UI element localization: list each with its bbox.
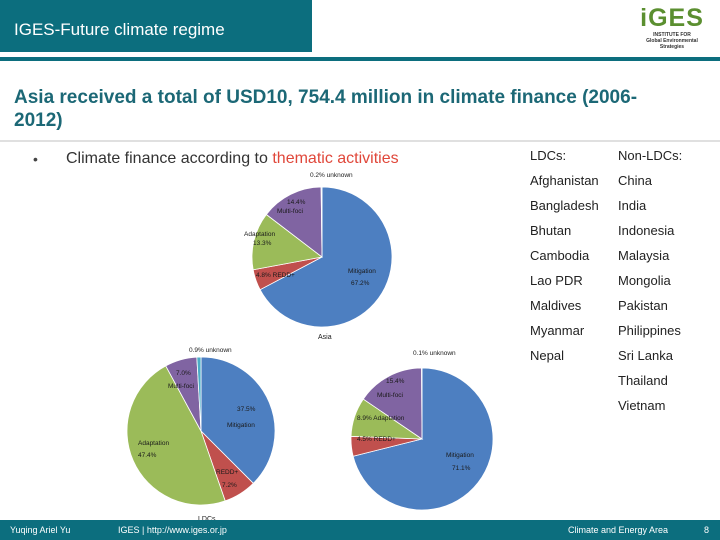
bullet-prefix: Climate finance according to: [66, 150, 268, 167]
nonldc-country: Mongolia: [618, 273, 671, 288]
pie-slice-mitigation: [200, 356, 276, 484]
footer-site: IGES | http://www.iges.or.jp: [118, 525, 227, 535]
ldc-country: Cambodia: [530, 248, 590, 263]
pie-label: 14.4%: [287, 199, 306, 206]
ldc-header: LDCs:: [530, 148, 567, 163]
pie-label: Multi-foci: [277, 208, 303, 215]
pie-slice-mitigation: [259, 186, 393, 328]
pie-label: 7.2%: [222, 482, 237, 489]
pie-slice-adaptation: [251, 213, 323, 271]
pie-title: LDCs: [198, 516, 216, 523]
pie-label: 13.3%: [253, 240, 272, 247]
pie-label: 0.2% unknown: [310, 172, 353, 179]
pie-label: 15.4%: [386, 378, 405, 385]
nonldc-header: Non-LDCs:: [618, 148, 683, 163]
pie-slice-unknown: [320, 186, 323, 258]
pie-label: 71.1%: [452, 465, 471, 472]
logo-sub-line-3: Strategies: [659, 44, 685, 50]
pie-slice-unknown: [196, 356, 202, 432]
bullet-dot: •: [33, 151, 38, 167]
ldc-country: Afghanistan: [530, 173, 599, 188]
bullet-highlight: thematic activities: [272, 150, 399, 167]
nonldc-country: China: [618, 173, 652, 188]
ldc-country: Lao PDR: [530, 273, 583, 288]
logo-mark: iGES: [640, 4, 704, 32]
nonldc-country: Vietnam: [618, 398, 666, 413]
pie-label: Mitigation: [227, 422, 255, 429]
pie-label: 7.0%: [176, 370, 191, 377]
pie-label: 67.2%: [351, 280, 370, 287]
pie-slice-multi-foci: [362, 367, 423, 440]
pie-label: 8.9% Adaptation: [357, 415, 405, 422]
pie-label: Mitigation: [446, 452, 474, 459]
header-tab: [0, 0, 312, 52]
pie-label: Mitigation: [348, 268, 376, 275]
nonldc-country: India: [618, 198, 647, 213]
footer-page: 8: [704, 525, 710, 535]
ldc-country: Bhutan: [530, 223, 572, 238]
header-title: IGES-Future climate regime: [14, 20, 225, 39]
title-divider: [0, 140, 720, 142]
pie-label: Multi-foci: [377, 392, 403, 399]
bullet-text: Climate finance according to thematic ac…: [66, 150, 399, 168]
pie-label: Adaptation: [138, 440, 169, 447]
logo-sub-line-1: INSTITUTE FOR: [653, 32, 691, 38]
pie-label: 4.5% REDD+: [357, 436, 396, 443]
nonldc-country: Malaysia: [618, 248, 670, 263]
footer-bar: [0, 520, 720, 540]
ldc-country: Maldives: [530, 298, 582, 313]
nonldc-country: Philippines: [618, 323, 681, 338]
ldc-country: Nepal: [530, 348, 564, 363]
pie-label: 0.1% unknown: [413, 350, 456, 357]
nonldc-country: Pakistan: [618, 298, 668, 313]
pie-slice-multi-foci: [265, 186, 323, 258]
pie-slice-adaptation: [126, 365, 226, 506]
pie-label: Multi-foci: [168, 383, 194, 390]
footer-author: Yuqing Ariel Yu: [10, 525, 71, 535]
nonldc-country: Indonesia: [618, 223, 675, 238]
slide-title: Asia received a total of USD10, 754.4 mi…: [14, 87, 638, 131]
pie-label: REDD+: [216, 469, 238, 476]
pie-label: 0.9% unknown: [189, 347, 232, 354]
ldc-country: Myanmar: [530, 323, 585, 338]
logo-sub-line-2: Global Environmental: [646, 38, 698, 44]
ldc-country: Bangladesh: [530, 198, 599, 213]
pie-slice-mitigation: [352, 367, 494, 511]
footer-topic: Climate and Energy Area: [568, 525, 669, 535]
pie-label: Adaptation: [244, 231, 275, 238]
iges-logo: iGES INSTITUTE FOR Global Environmental …: [632, 4, 712, 54]
pie-title: Asia: [318, 334, 332, 341]
pie-label: 37.5%: [237, 406, 256, 413]
header-rule: [0, 57, 720, 61]
nonldc-country: Thailand: [618, 373, 668, 388]
pie-label: 47.4%: [138, 452, 157, 459]
nonldc-country: Sri Lanka: [618, 348, 673, 363]
pie-label: 4.8% REDD+: [256, 272, 295, 279]
